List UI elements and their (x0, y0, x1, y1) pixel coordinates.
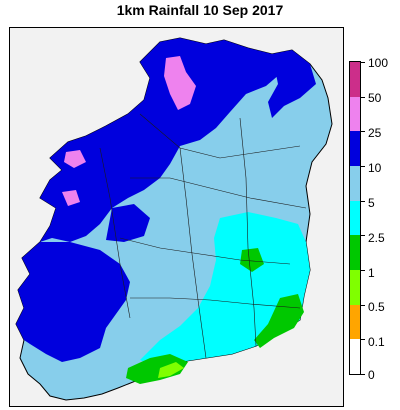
tick-label: 0.1 (368, 335, 385, 349)
tick-label: 25 (368, 126, 382, 140)
legend-colorbar (349, 61, 361, 375)
tick-label: 50 (368, 91, 382, 105)
region-south-light (126, 354, 188, 384)
legend-tick-mark (361, 339, 365, 341)
legend-tick-mark (361, 62, 365, 63)
tick-label: 0.5 (368, 300, 385, 314)
region-mayo-violet (64, 150, 86, 168)
legend-tick-mark (361, 200, 365, 202)
legend-swatch (350, 339, 360, 374)
tick-label: 100 (368, 56, 389, 70)
legend-swatch (350, 270, 360, 305)
legend-tick-mark (361, 374, 365, 375)
tick-label: 5 (368, 196, 375, 210)
region-west-violet (62, 190, 80, 206)
region-south-lightgreen (158, 362, 184, 378)
ireland-rainfall-svg (15, 37, 333, 401)
legend-swatch (350, 200, 360, 236)
legend-swatch (350, 62, 360, 97)
legend-swatch (350, 166, 360, 201)
legend-tick-mark (361, 96, 365, 98)
tick-label: 2.5 (368, 231, 385, 245)
region-north-heavy (40, 38, 280, 242)
region-midwest-heavy (106, 204, 150, 242)
legend-tick-mark (361, 235, 365, 237)
tick-label: 1 (368, 266, 375, 280)
legend-swatch (350, 304, 360, 340)
legend-swatch (350, 235, 360, 270)
tick-label: 10 (368, 161, 382, 175)
region-midlands-light (240, 248, 264, 272)
legend-tick-mark (361, 270, 365, 271)
region-southwest-heavy (16, 242, 130, 362)
legend-swatch (350, 131, 360, 166)
legend-tick-mark (361, 166, 365, 167)
region-ne-heavy (268, 50, 316, 118)
legend-tick-mark (361, 131, 365, 133)
map-title: 1km Rainfall 10 Sep 2017 (116, 2, 284, 18)
legend-swatch (350, 96, 360, 132)
tick-label: 0 (368, 368, 375, 382)
rainfall-map (9, 27, 344, 407)
legend-tick-mark (361, 304, 365, 306)
region-donegal-violet (164, 56, 196, 110)
county-boundaries (99, 113, 307, 359)
